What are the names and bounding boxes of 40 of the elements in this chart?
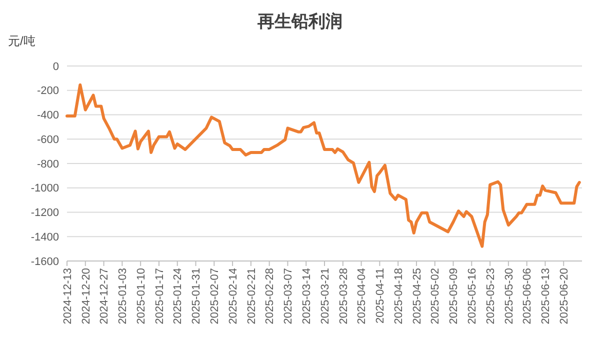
x-tick-label: 2025-04-25: [411, 268, 424, 324]
x-tick-label: 2025-03-21: [319, 268, 332, 324]
y-tick-label: -1400: [30, 231, 59, 244]
y-tick-label: -400: [36, 110, 59, 122]
x-tick-label: 2025-06-06: [522, 268, 534, 324]
x-tick-label: 2025-04-04: [356, 268, 368, 324]
x-tick-label: 2025-05-23: [484, 268, 497, 324]
x-tick-label: 2025-03-14: [300, 268, 313, 324]
y-tick-label: -800: [36, 158, 59, 170]
x-tick-label: 2025-03-28: [338, 268, 350, 324]
x-tick-label: 2024-12-13: [62, 268, 74, 324]
y-tick-label: -200: [36, 85, 59, 98]
x-tick-label: 2025-05-02: [430, 268, 442, 324]
x-tick-label: 2025-01-10: [135, 268, 148, 324]
y-tick-label: -1200: [30, 207, 59, 220]
x-tick-label: 2025-04-18: [392, 268, 405, 324]
x-tick-label: 2025-01-17: [154, 268, 166, 324]
line-series: [66, 83, 581, 248]
chart-title: 再生铅利润: [256, 12, 342, 32]
x-tick-label: 2025-05-16: [466, 268, 478, 324]
x-tick-label: 2025-02-07: [208, 268, 221, 324]
x-tick-label: 2025-01-31: [190, 268, 203, 324]
x-tick-label: 2025-06-20: [558, 268, 570, 324]
x-tick-label: 2024-12-27: [98, 268, 111, 324]
x-tick-label: 2025-03-07: [282, 268, 295, 324]
x-tick-label: 2025-02-28: [264, 268, 276, 324]
y-tick-label: -600: [36, 134, 59, 146]
x-tick-label: 2025-02-14: [227, 268, 240, 324]
x-tick-label: 2025-05-30: [503, 268, 516, 324]
x-tick-label: 2025-06-13: [540, 268, 552, 324]
y-tick-label: -1000: [30, 182, 59, 195]
y-tick-label: 0: [52, 60, 59, 73]
x-tick-label: 2025-01-03: [117, 268, 130, 324]
x-tick-label: 2025-05-09: [448, 268, 460, 324]
y-tick-label: -1600: [30, 256, 59, 268]
x-tick-label: 2025-04-11: [374, 268, 387, 324]
y-axis-title: 元/吨: [8, 34, 36, 48]
x-tick-label: 2025-02-21: [246, 268, 258, 324]
x-tick-label: 2024-12-20: [80, 268, 92, 324]
x-tick-label: 2025-01-24: [172, 268, 184, 324]
